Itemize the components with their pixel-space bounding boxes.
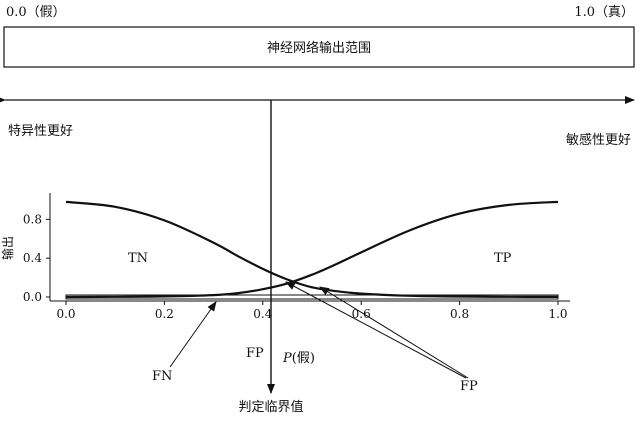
p-rest: (假)	[292, 351, 315, 366]
y-tick-label-1: 0.4	[23, 251, 42, 265]
output-range-label: 神经网络输出范围	[267, 40, 371, 56]
tp-label: TP	[494, 251, 512, 266]
x-ticks: 0.0 0.2 0.4 0.6 0.8 1.0	[56, 301, 568, 321]
x-tick-label-1: 0.2	[155, 307, 174, 321]
curves	[65, 200, 559, 299]
fp-left-label: FP	[246, 346, 264, 361]
sensitivity-label: 敏感性更好	[566, 132, 631, 148]
x-tick-label-3: 0.6	[352, 307, 371, 321]
y-axis-label: 输出	[0, 236, 15, 260]
fp-pointer-arrow-1	[285, 281, 467, 379]
fn-label: FN	[152, 369, 172, 384]
output-range-box	[3, 26, 635, 68]
range-left-label: 0.0（假）	[6, 5, 66, 20]
p-italic: P	[282, 351, 292, 366]
fn-pointer-arrow	[169, 301, 217, 368]
x-tick-label-4: 0.8	[450, 307, 469, 321]
tn-curve	[65, 200, 559, 298]
y-tick-label-2: 0.8	[23, 212, 42, 226]
x-tick-label-2: 0.4	[253, 307, 272, 321]
threshold-label: 判定临界值	[238, 399, 303, 415]
p-false-label: P(假)	[282, 351, 315, 366]
x-tick-label-0: 0.0	[56, 307, 75, 321]
fp-right-label: FP	[460, 379, 478, 394]
y-ticks: 0.0 0.4 0.8	[23, 212, 50, 304]
x-tick-label-5: 1.0	[548, 307, 567, 321]
fp-pointer-arrow-2	[319, 286, 469, 379]
specificity-label: 特异性更好	[8, 124, 73, 139]
range-right-label: 1.0（真）	[574, 5, 634, 20]
tn-label: TN	[128, 251, 148, 266]
y-tick-label-0: 0.0	[23, 290, 42, 304]
output-chart: 0.0 0.4 0.8 0.0 0.2 0.4 0.6 0.8 1.0 输出 TN TP FP…	[0, 100, 570, 415]
tp-curve	[65, 200, 559, 299]
